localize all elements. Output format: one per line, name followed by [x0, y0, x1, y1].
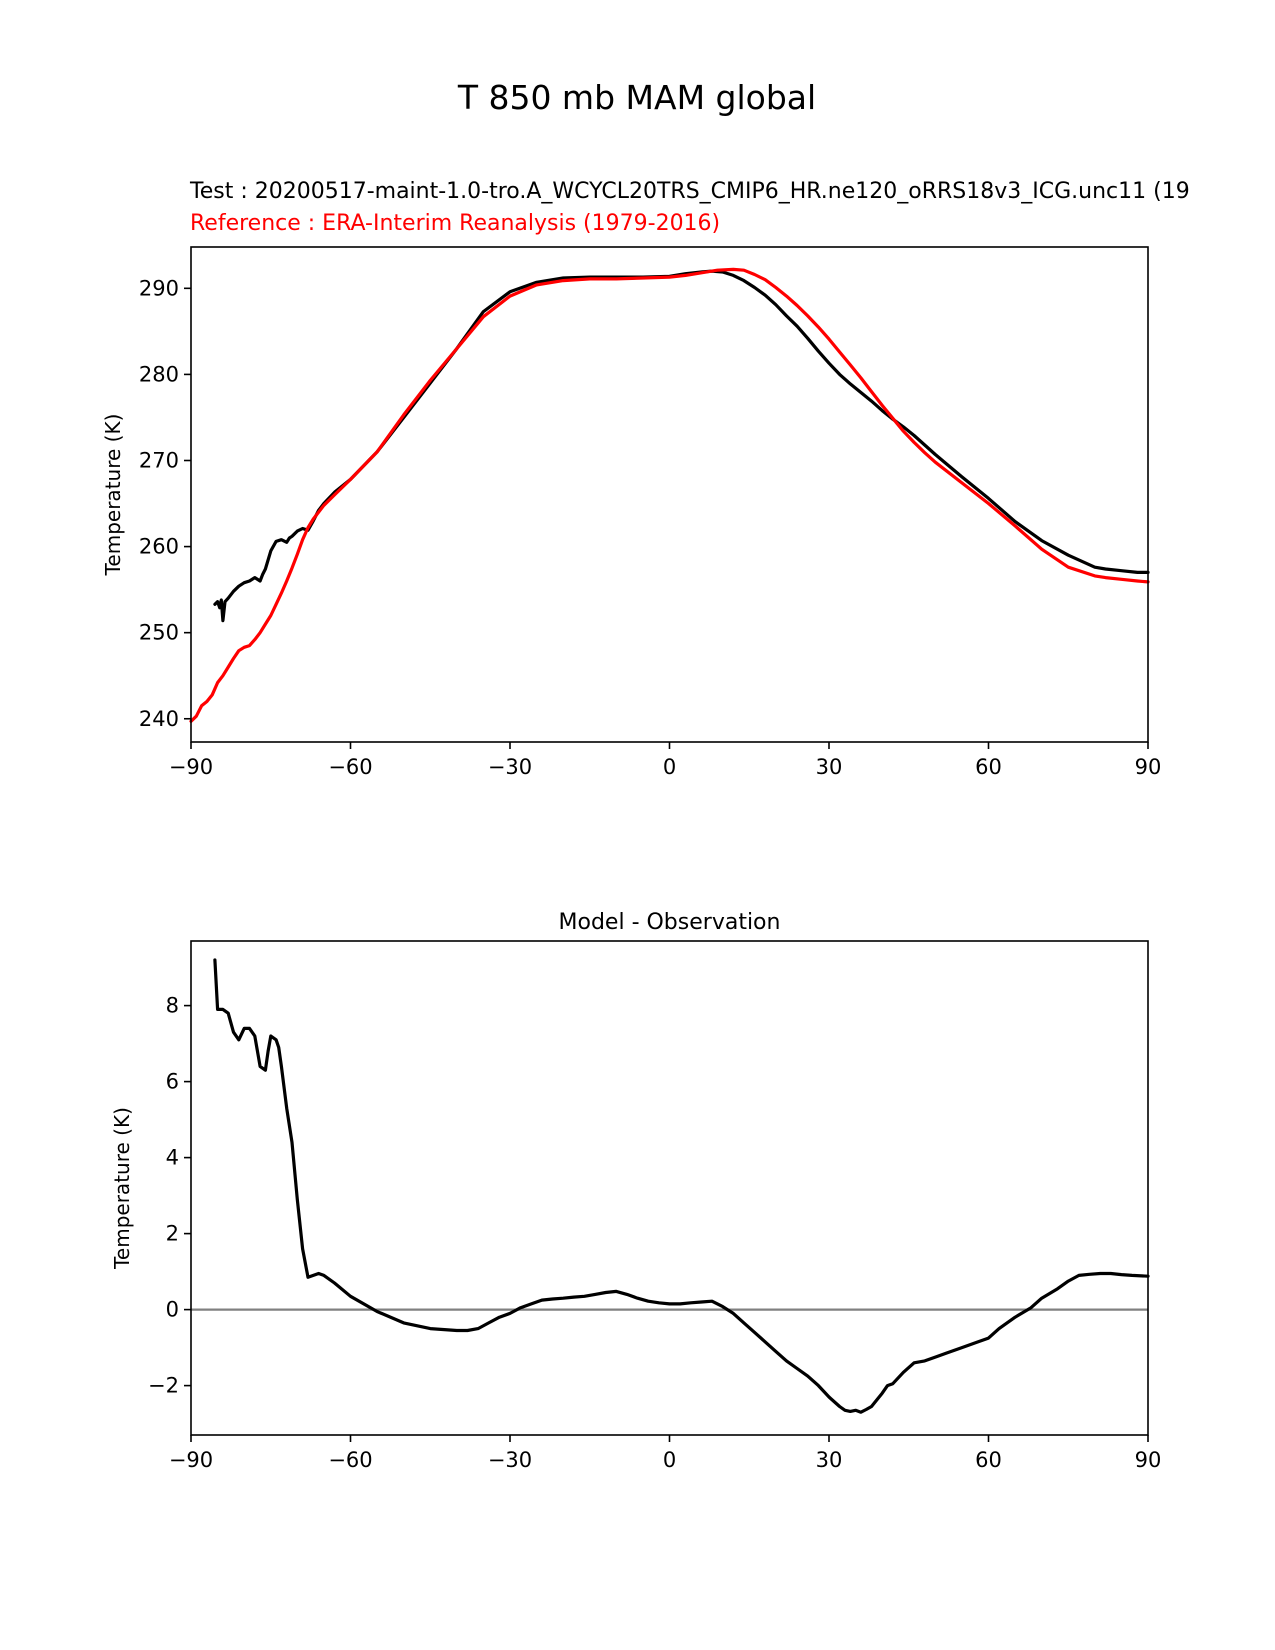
series-line-0 [213, 958, 1150, 1414]
figure-title: T 850 mb MAM global [457, 78, 816, 117]
x-tick-label: 90 [1135, 755, 1162, 779]
y-tick-label: 290 [139, 276, 179, 300]
x-tick-label: −60 [328, 1448, 372, 1472]
y-tick-label: −2 [148, 1374, 179, 1398]
y-tick-label: 8 [166, 994, 179, 1018]
test-label: Test : 20200517-maint-1.0-tro.A_WCYCL20T… [189, 179, 1190, 204]
y-tick-label: 0 [166, 1298, 179, 1322]
y-tick-label: 280 [139, 362, 179, 386]
y-tick-label: 250 [139, 621, 179, 645]
y-tick-label: 260 [139, 535, 179, 559]
x-tick-label: 30 [816, 755, 843, 779]
y-tick-label: 240 [139, 707, 179, 731]
y-tick-label: 4 [166, 1146, 179, 1170]
x-tick-label: 60 [975, 755, 1002, 779]
y-tick-label: 6 [166, 1070, 179, 1094]
reference-label: Reference : ERA-Interim Reanalysis (1979… [190, 211, 720, 236]
x-tick-label: 0 [663, 1448, 676, 1472]
x-tick-label: 0 [663, 755, 676, 779]
x-tick-label: 90 [1135, 1448, 1162, 1472]
x-tick-label: −60 [328, 755, 372, 779]
series-line-1 [189, 267, 1150, 723]
y-tick-label: 270 [139, 448, 179, 472]
x-tick-label: −90 [169, 1448, 213, 1472]
x-tick-label: −30 [488, 755, 532, 779]
series-line-0 [213, 269, 1150, 623]
subplot-title: Model - Observation [559, 910, 781, 935]
top-panel: −90 −60 −30 0 30 60 90 240 250 260 270 280 290 Temper… [101, 246, 1162, 779]
difference-panel: Model - Observation −90 −60 −30 0 30 60 90 −2 0 2 4… [110, 910, 1161, 1472]
x-tick-label: 30 [816, 1448, 843, 1472]
x-tick-label: 60 [975, 1448, 1002, 1472]
x-tick-label: −90 [169, 755, 213, 779]
y-tick-label: 2 [166, 1222, 179, 1246]
x-tick-label: −30 [488, 1448, 532, 1472]
y-axis-label: Temperature (K) [101, 414, 125, 577]
y-axis-label: Temperature (K) [110, 1107, 134, 1270]
